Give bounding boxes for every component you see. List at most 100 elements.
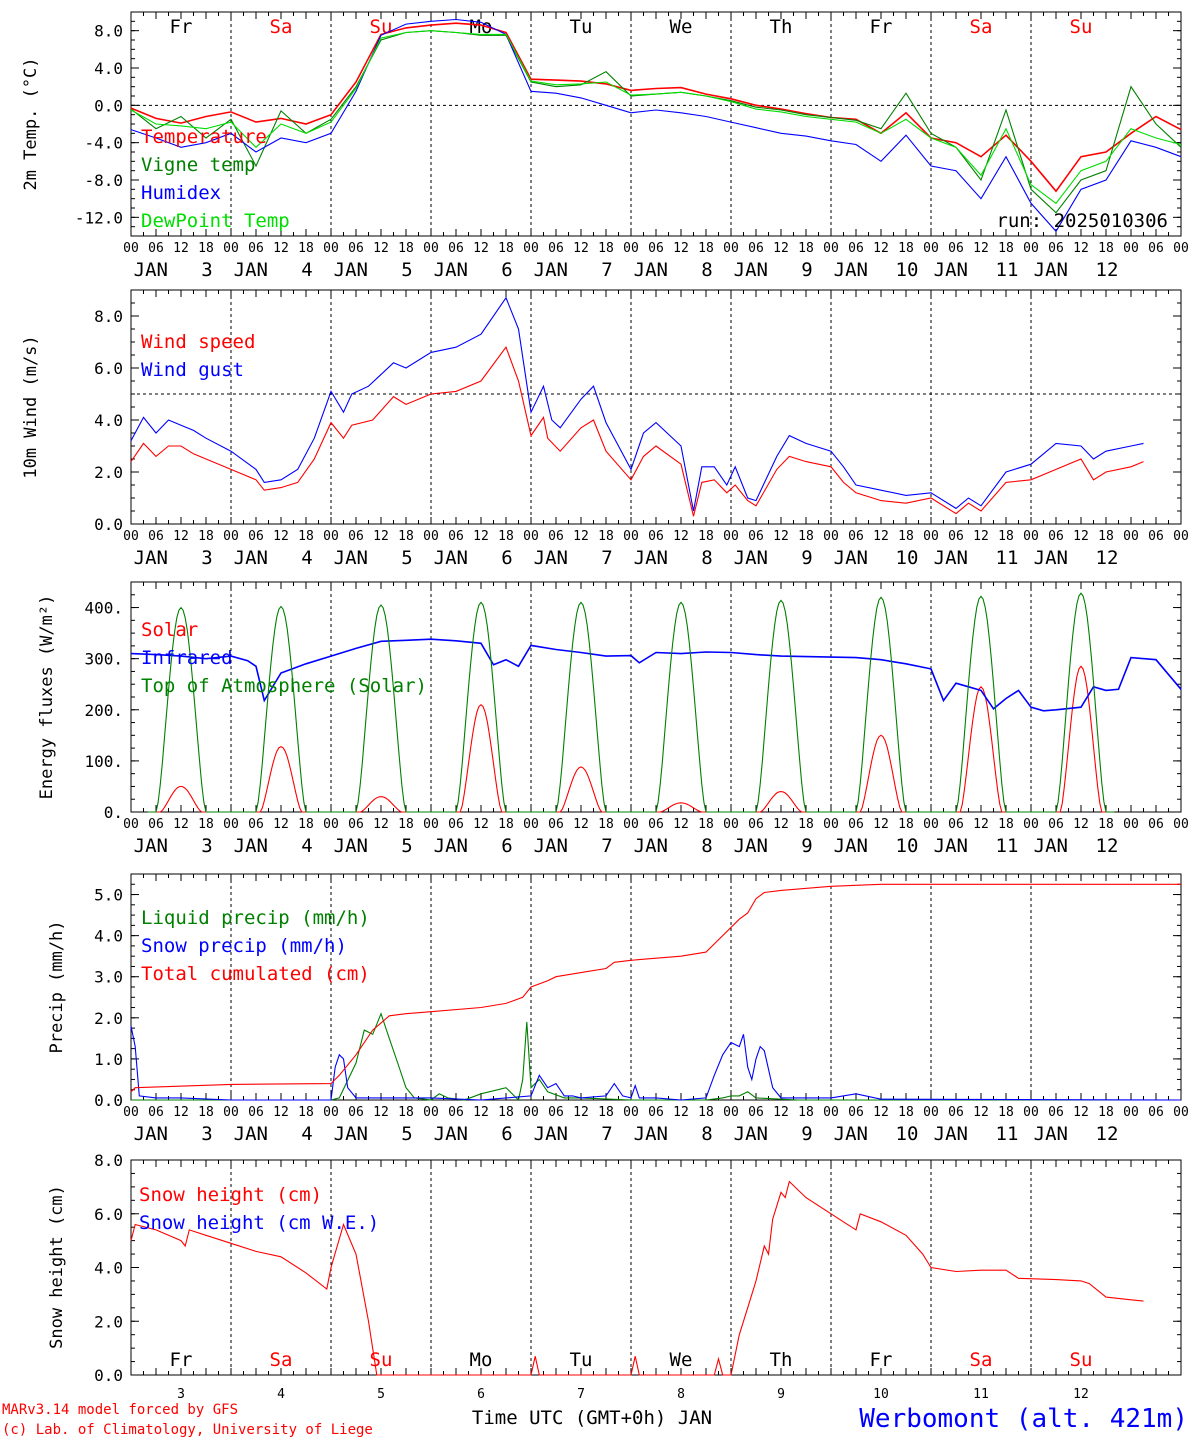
hour-tick-label: 06 [248,817,264,832]
legend-entry: Humidex [141,182,221,204]
day-of-week-label: Th [770,1349,793,1371]
y-tick-label: 2.0 [94,463,123,482]
month-label: JAN [234,547,268,569]
month-label: JAN [634,835,668,857]
hour-tick-label: 12 [573,817,589,832]
series-line-total-cumulated-cm- [130,883,1181,1093]
day-date-label: 5 [401,547,412,569]
day-number-label: 6 [477,1387,485,1402]
hour-tick-label: 06 [1148,1105,1164,1120]
day-date-label: 3 [201,259,212,281]
hour-tick-label: 18 [198,1105,214,1120]
hour-tick-label: 18 [898,241,914,256]
legend-entry: Snow height (cm W.E.) [139,1212,379,1234]
hour-tick-label: 06 [1148,817,1164,832]
hour-tick-label: 12 [973,241,989,256]
hour-tick-label: 12 [373,817,389,832]
month-label: JAN [334,1123,368,1145]
month-label: JAN [134,259,168,281]
month-label: JAN [434,835,468,857]
day-number-label: 12 [1073,1387,1089,1402]
y-tick-label: 4.0 [94,927,123,946]
hour-tick-label: 18 [898,529,914,544]
day-date-label: 5 [401,1123,412,1145]
series-line-wind-gust [130,296,1144,512]
hour-tick-label: 12 [573,241,589,256]
y-tick-label: -8.0 [84,171,123,190]
hour-tick-label: 00 [523,1105,539,1120]
hour-tick-label: 00 [823,529,839,544]
day-date-label: 3 [201,547,212,569]
month-label: JAN [534,547,568,569]
hour-tick-label: 12 [273,529,289,544]
hour-tick-label: 00 [323,241,339,256]
month-label: JAN [1034,1123,1068,1145]
plot-frame [130,289,1182,525]
series-line-snow-height-cm- [130,1180,1144,1376]
hour-tick-label: 12 [973,529,989,544]
hour-tick-label: 00 [223,1105,239,1120]
hour-tick-label: 12 [573,529,589,544]
hour-tick-label: 18 [498,529,514,544]
series-line-vigne-temp [130,30,1182,214]
day-date-label: 11 [996,835,1019,857]
hour-tick-label: 00 [923,817,939,832]
hour-tick-label: 00 [723,241,739,256]
hour-tick-label: 00 [1123,1105,1139,1120]
day-date-label: 6 [501,835,512,857]
hour-tick-label: 00 [1173,241,1189,256]
y-tick-label: -12.0 [75,208,123,227]
hour-tick-label: 12 [773,529,789,544]
month-label: JAN [234,259,268,281]
day-number-label: 7 [577,1387,585,1402]
day-of-week-label: Su [1070,1349,1093,1371]
hour-tick-label: 18 [698,817,714,832]
month-label: JAN [234,835,268,857]
hour-tick-label: 12 [173,241,189,256]
hour-tick-label: 06 [348,817,364,832]
hour-tick-label: 06 [448,1105,464,1120]
y-axis-label: Precip (mm/h) [47,920,67,1053]
month-label: JAN [634,547,668,569]
legend-entry: Top of Atmosphere (Solar) [141,675,427,697]
day-date-label: 9 [801,547,812,569]
hour-tick-label: 00 [423,817,439,832]
hour-tick-label: 06 [748,529,764,544]
hour-tick-label: 00 [1173,529,1189,544]
day-of-week-label: Mo [470,1349,493,1371]
legend-entry: Liquid precip (mm/h) [141,907,370,929]
hour-tick-label: 00 [123,241,139,256]
hour-tick-label: 00 [723,817,739,832]
day-date-label: 6 [501,1123,512,1145]
series-line-snow-precip-mm-h- [130,1025,1182,1101]
day-of-week-label: Sa [270,1349,293,1371]
hour-tick-label: 18 [198,817,214,832]
day-date-label: 11 [996,259,1019,281]
month-label: JAN [134,1123,168,1145]
hour-tick-label: 18 [1098,529,1114,544]
month-label: JAN [434,1123,468,1145]
y-tick-label: 0.0 [94,1091,123,1110]
day-date-label: 8 [701,547,712,569]
month-label: JAN [534,835,568,857]
hour-tick-label: 12 [573,1105,589,1120]
month-label: JAN [934,259,968,281]
day-number-label: 10 [873,1387,889,1402]
hour-tick-label: 18 [1098,817,1114,832]
hour-tick-label: 06 [648,817,664,832]
month-label: JAN [134,547,168,569]
hour-tick-label: 18 [998,529,1014,544]
month-label: JAN [1034,259,1068,281]
y-axis-label: 10m Wind (m/s) [21,335,41,478]
hour-tick-label: 00 [823,1105,839,1120]
hour-tick-label: 00 [523,241,539,256]
panel-precip: 0.0 1.0 2.0 3.0 4.0 5.0 Precip (mm/h) 00 06 12 18 0… [47,873,1189,1145]
y-tick-label: 4.0 [94,411,123,430]
series-line-top-of-atmosphere-solar- [147,592,1115,813]
month-label: JAN [334,835,368,857]
month-label: JAN [634,1123,668,1145]
hour-tick-label: 06 [248,1105,264,1120]
hour-tick-label: 12 [773,1105,789,1120]
day-date-label: 4 [301,259,312,281]
hour-tick-label: 06 [348,241,364,256]
